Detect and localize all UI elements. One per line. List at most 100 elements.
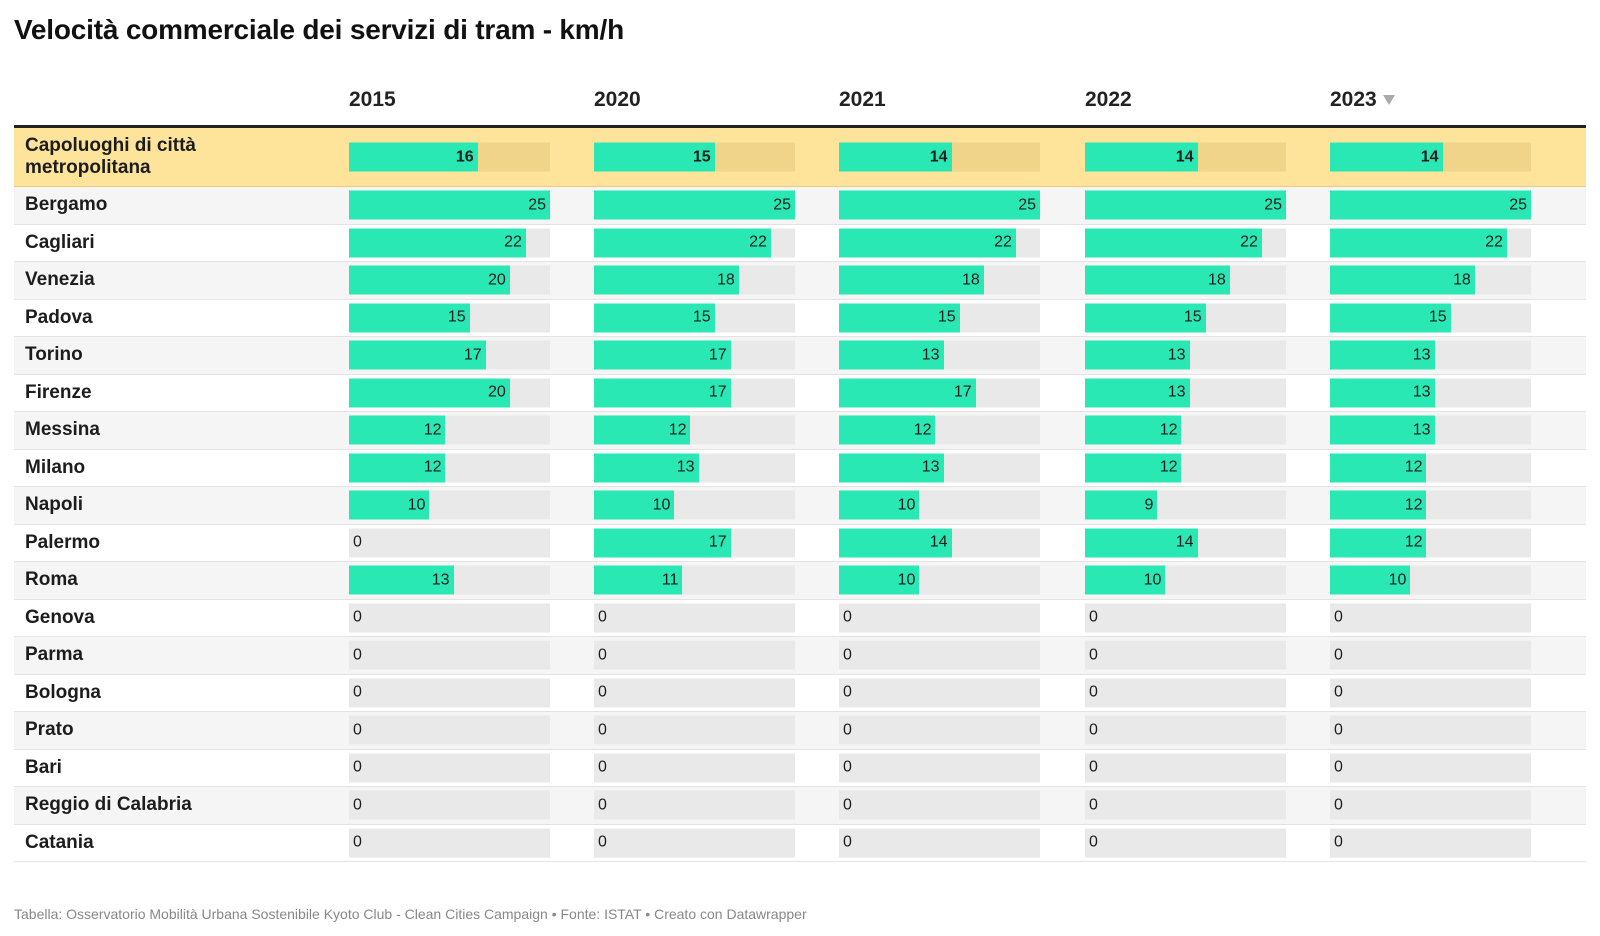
- bar-value-label: 22: [1240, 233, 1258, 251]
- bar-cell: 10: [839, 490, 1040, 520]
- bar-mark: [1085, 340, 1190, 370]
- bar-cell: 18: [594, 265, 795, 295]
- bar-track: [349, 640, 550, 670]
- row-label: Torino: [25, 344, 83, 366]
- bar-track: [349, 828, 550, 858]
- bar-value-label: 14: [1420, 148, 1439, 165]
- bar-value-label: 20: [488, 383, 506, 401]
- bar-track: [594, 753, 795, 783]
- column-header-label: 2023: [1330, 88, 1377, 111]
- bar-cell: 0: [349, 790, 550, 820]
- bar-mark: [594, 303, 715, 333]
- bar-value-label: 25: [1018, 196, 1036, 214]
- column-header-2022[interactable]: 2022: [1085, 88, 1132, 112]
- bar-track: [839, 753, 1040, 783]
- bar-mark: [594, 142, 715, 172]
- bar-mark: [594, 378, 731, 408]
- bar-cell: 0: [1330, 640, 1531, 670]
- bar-cell: 0: [839, 715, 1040, 745]
- bar-cell: 0: [349, 528, 550, 558]
- column-header-2020[interactable]: 2020: [594, 88, 641, 112]
- column-header-2023[interactable]: 2023: [1330, 88, 1395, 112]
- bar-track: [594, 603, 795, 633]
- bar-value-label: 17: [953, 383, 972, 401]
- bar-value-label: 0: [1334, 833, 1343, 851]
- bar-value-label: 0: [353, 721, 362, 739]
- bar-value-label: 0: [1334, 683, 1343, 701]
- bar-value-label: 0: [1334, 721, 1343, 739]
- bar-cell: 0: [839, 790, 1040, 820]
- bar-cell: 0: [1330, 678, 1531, 708]
- bar-cell: 10: [349, 490, 550, 520]
- bar-value-label: 12: [1159, 421, 1178, 439]
- bar-value-label: 10: [1388, 571, 1407, 589]
- bar-value-label: 0: [353, 646, 362, 664]
- bar-cell: 13: [1330, 378, 1531, 408]
- bar-mark: [1085, 303, 1206, 333]
- bar-cell: 0: [1330, 790, 1531, 820]
- bar-value-label: 12: [1159, 458, 1178, 476]
- bar-value-label: 22: [504, 233, 522, 251]
- bar-mark: [839, 490, 920, 520]
- bar-value-label: 0: [353, 758, 362, 776]
- bar-value-label: 22: [1485, 233, 1503, 251]
- column-header-2021[interactable]: 2021: [839, 88, 886, 112]
- bar-value-label: 12: [423, 458, 442, 476]
- bar-cell: 13: [839, 340, 1040, 370]
- row-label: Venezia: [25, 269, 95, 291]
- bar-value-label: 14: [929, 148, 948, 165]
- bar-mark: [839, 303, 960, 333]
- bar-value-label: 0: [598, 608, 607, 626]
- bar-track: [594, 678, 795, 708]
- bar-cell: 22: [349, 228, 550, 258]
- bar-value-label: 13: [1412, 421, 1431, 439]
- bar-cell: 0: [1085, 640, 1286, 670]
- bar-mark: [594, 453, 699, 483]
- bar-value-label: 0: [353, 608, 362, 626]
- bar-track: [349, 715, 550, 745]
- bar-mark: [594, 265, 739, 295]
- bar-mark: [349, 142, 478, 172]
- bar-cell: 18: [839, 265, 1040, 295]
- bar-cell: 12: [349, 415, 550, 445]
- bar-cell: 0: [594, 678, 795, 708]
- bar-value-label: 0: [1089, 833, 1098, 851]
- row-label: Palermo: [25, 531, 100, 553]
- bar-value-label: 25: [1509, 196, 1527, 214]
- bar-mark: [1330, 415, 1435, 445]
- bar-mark: [594, 528, 731, 558]
- table-row: Firenze 20 17 17 13 13: [14, 375, 1586, 412]
- bar-track: [1330, 640, 1531, 670]
- table-row: Bergamo 25 25 25 25 25: [14, 187, 1586, 225]
- bar-cell: 0: [1085, 603, 1286, 633]
- bar-value-label: 18: [716, 271, 735, 289]
- bar-cell: 0: [1330, 828, 1531, 858]
- bar-cell: 10: [839, 565, 1040, 595]
- bar-value-label: 0: [353, 683, 362, 701]
- bar-cell: 14: [839, 142, 1040, 172]
- bar-track: [1085, 640, 1286, 670]
- bar-track: [594, 715, 795, 745]
- bar-cell: 14: [1330, 142, 1531, 172]
- bar-mark: [1085, 528, 1198, 558]
- bar-value-label: 15: [692, 308, 711, 326]
- bar-value-label: 0: [1089, 683, 1098, 701]
- bar-track: [1085, 603, 1286, 633]
- bar-value-label: 13: [1167, 383, 1186, 401]
- bar-track: [839, 715, 1040, 745]
- bar-mark: [349, 190, 550, 220]
- bar-track: [839, 603, 1040, 633]
- row-label: Cagliari: [25, 231, 95, 253]
- bar-mark: [1085, 415, 1182, 445]
- bar-mark: [839, 228, 1016, 258]
- bar-value-label: 18: [961, 271, 980, 289]
- bar-value-label: 17: [708, 346, 727, 364]
- bar-cell: 12: [1085, 415, 1286, 445]
- bar-value-label: 0: [598, 796, 607, 814]
- bar-track: [594, 828, 795, 858]
- bar-cell: 10: [1330, 565, 1531, 595]
- bar-mark: [839, 265, 984, 295]
- bar-mark: [1330, 565, 1411, 595]
- sort-descending-icon[interactable]: [1382, 95, 1395, 106]
- column-header-2015[interactable]: 2015: [349, 88, 396, 112]
